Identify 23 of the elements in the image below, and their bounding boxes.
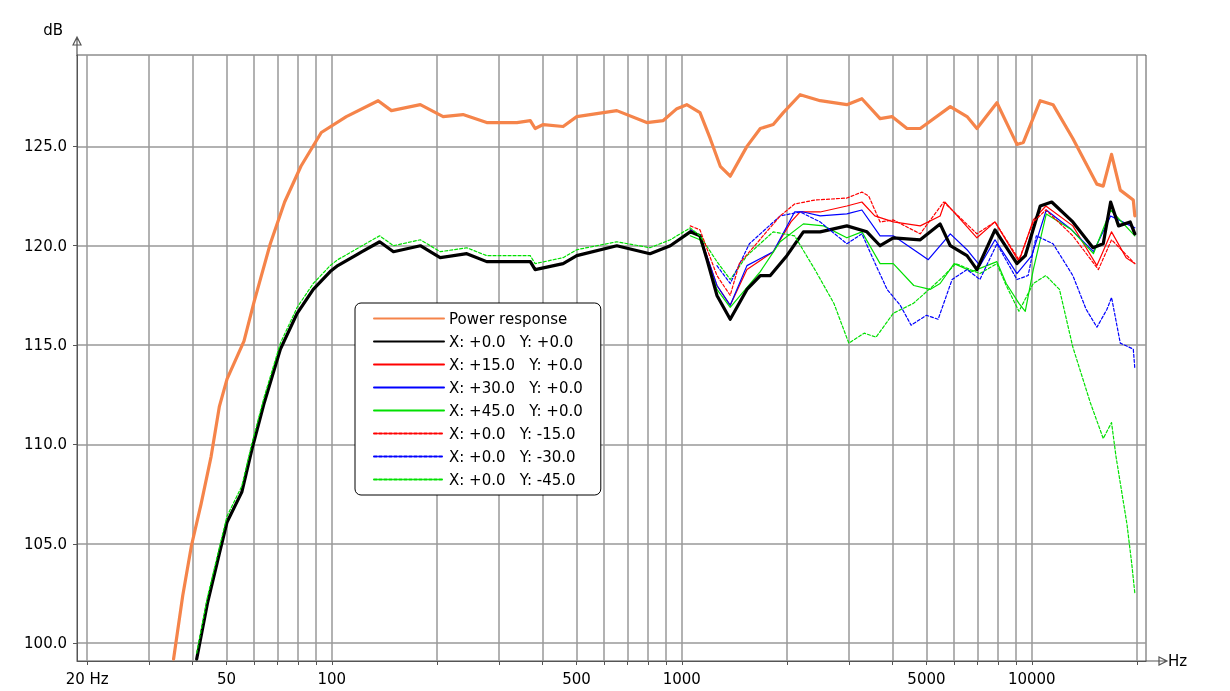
y-tick-label: 100.0 (24, 634, 67, 653)
y-axis-title: dB (43, 20, 63, 39)
x-tick-label: 50 (216, 669, 237, 688)
legend-label: X: +45.0 Y: +0.0 (449, 401, 583, 420)
y-tick-label: 115.0 (24, 336, 67, 355)
y-tick-label: 125.0 (24, 137, 67, 156)
legend-label: X: +0.0 Y: -15.0 (449, 424, 576, 443)
y-tick-label: 120.0 (24, 236, 67, 255)
x-axis-title: Hz (1168, 652, 1188, 670)
x-tick-label: 1000 (662, 669, 701, 688)
y-tick-label: 105.0 (24, 534, 67, 553)
x-tick-label: 100 (317, 669, 347, 688)
legend-label: X: +0.0 Y: -45.0 (449, 470, 576, 489)
x-tick-label: 5000 (907, 669, 946, 688)
legend-label: X: +30.0 Y: +0.0 (449, 378, 583, 397)
x-tick-label: 20 Hz (65, 669, 109, 688)
legend-label: X: +15.0 Y: +0.0 (449, 355, 583, 374)
x-tick-label: 10000 (1007, 669, 1056, 688)
legend-label: Power response (449, 309, 568, 328)
legend-label: X: +0.0 Y: +0.0 (449, 332, 574, 351)
legend-label: X: +0.0 Y: -30.0 (449, 447, 576, 466)
x-tick-label: 500 (562, 669, 591, 688)
y-tick-label: 110.0 (24, 435, 67, 454)
